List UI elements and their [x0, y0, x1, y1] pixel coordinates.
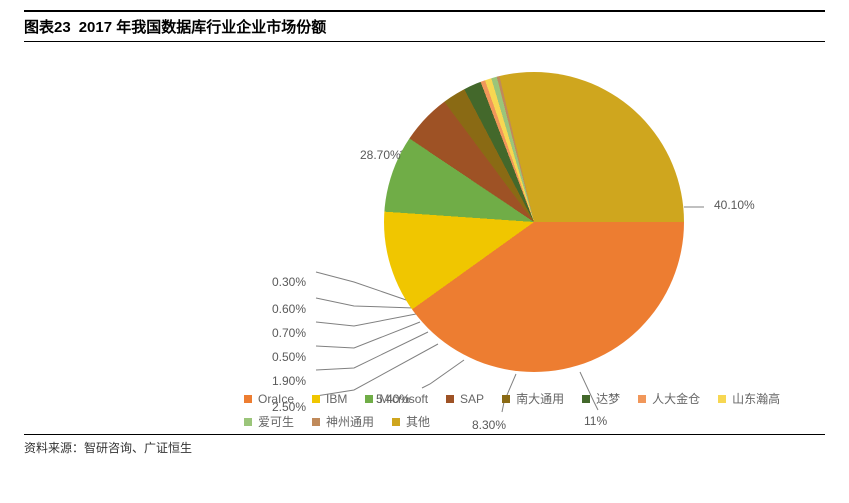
legend-swatch [312, 418, 320, 426]
legend-item: IBM [312, 390, 347, 407]
legend-item: 爱可生 [244, 413, 294, 430]
legend-swatch [502, 395, 510, 403]
legend-swatch [365, 395, 373, 403]
legend-item: 山东瀚高 [718, 390, 780, 407]
legend-label: 神州通用 [326, 413, 374, 430]
legend-swatch [244, 395, 252, 403]
figure-title-bar: 图表23 2017 年我国数据库行业企业市场份额 [24, 10, 825, 42]
source-text: 智研咨询、广证恒生 [84, 441, 192, 455]
slice-percent-label: 0.50% [272, 350, 306, 364]
figure-number: 图表23 [24, 16, 71, 37]
legend-label: OraIce [258, 392, 294, 406]
legend-item: Microsoft [365, 390, 428, 407]
legend-item: 南大通用 [502, 390, 564, 407]
slice-percent-label: 0.30% [272, 275, 306, 289]
legend-swatch [582, 395, 590, 403]
pie-graphic [384, 72, 684, 372]
legend-label: 山东瀚高 [732, 390, 780, 407]
legend-label: SAP [460, 392, 484, 406]
source-line: 资料来源：智研咨询、广证恒生 [24, 434, 825, 456]
slice-percent-label: 0.60% [272, 302, 306, 316]
figure-title: 2017 年我国数据库行业企业市场份额 [79, 16, 327, 37]
slice-percent-label: 40.10% [714, 198, 755, 212]
legend-swatch [312, 395, 320, 403]
legend-label: IBM [326, 392, 347, 406]
legend-swatch [244, 418, 252, 426]
legend-item: 达梦 [582, 390, 620, 407]
legend: OraIce IBM Microsoft SAP 南大通用 达梦 人大金仓 山东瀚高爱可生 神州… [244, 390, 784, 430]
legend-item: SAP [446, 390, 484, 407]
legend-label: 爱可生 [258, 413, 294, 430]
source-label: 资料来源： [24, 441, 84, 455]
slice-percent-label: 0.70% [272, 326, 306, 340]
legend-item: OraIce [244, 390, 294, 407]
legend-item: 其他 [392, 413, 430, 430]
pie-chart: 40.10%11%8.30%5.40%2.50%1.90%0.50%0.70%0… [24, 42, 825, 434]
legend-label: 人大金仓 [652, 390, 700, 407]
legend-swatch [446, 395, 454, 403]
slice-percent-label: 1.90% [272, 374, 306, 388]
legend-label: 达梦 [596, 390, 620, 407]
slice-percent-label: 28.70% [360, 148, 401, 162]
legend-label: Microsoft [379, 392, 428, 406]
legend-label: 其他 [406, 413, 430, 430]
legend-label: 南大通用 [516, 390, 564, 407]
legend-item: 神州通用 [312, 413, 374, 430]
legend-swatch [718, 395, 726, 403]
legend-item: 人大金仓 [638, 390, 700, 407]
legend-swatch [392, 418, 400, 426]
legend-swatch [638, 395, 646, 403]
